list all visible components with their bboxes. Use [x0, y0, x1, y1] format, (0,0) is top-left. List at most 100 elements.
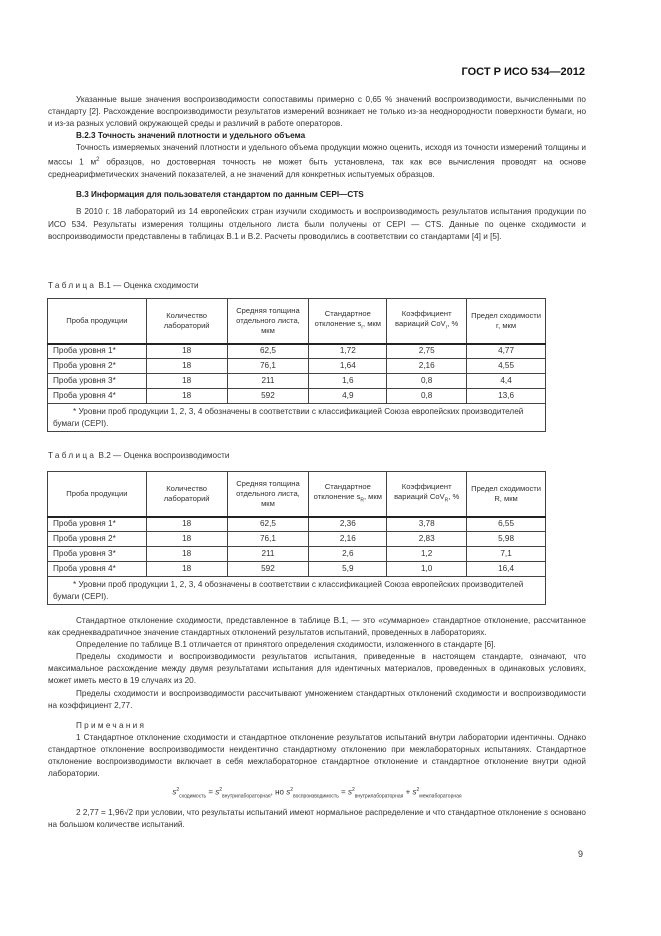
table-row: Проба уровня 2* 18 76,1 1,64 2,16 4,55 — [47, 358, 546, 374]
header-text: Стандартное отклонение s — [314, 308, 371, 328]
footnote-row: * Уровни проб продукции 1, 2, 3, 4 обозн… — [47, 403, 546, 432]
paragraph: Пределы сходимости и воспроизводимости р… — [48, 652, 586, 686]
table-footnote: * Уровни проб продукции 1, 2, 3, 4 обозн… — [47, 403, 546, 432]
f-sub: внутрилабораторная — [222, 793, 271, 800]
table-cell: 1,72 — [308, 343, 388, 359]
header-text: Коэффициент вариаций CoV — [394, 481, 452, 501]
header-row: Проба продукции Количество лабораторий Сре… — [47, 471, 546, 517]
paragraph: Пределы сходимости и воспроизводимости р… — [48, 688, 586, 710]
table-cell: 1,64 — [308, 358, 388, 374]
header-text: Предел сходимости R, мкм — [471, 483, 541, 503]
column-header: Количество лабораторий — [145, 298, 228, 344]
table-cell: 4,4 — [466, 373, 546, 389]
table-row: Проба уровня 3* 18 211 2,6 1,2 7,1 — [47, 546, 546, 562]
table1-caption: Таблица В.1 — Оценка сходимости — [48, 280, 199, 292]
f-sub: сходимость — [179, 793, 207, 800]
paragraph: Точность измеряемых значений плотности и… — [48, 142, 586, 181]
header-tail: , мкм — [363, 491, 382, 501]
column-header: Стандартное отклонение sr, мкм — [308, 298, 388, 344]
table-cell: 13,6 — [466, 388, 546, 404]
table-cell: 4,55 — [466, 358, 546, 374]
caption-word: Таблица — [48, 281, 97, 290]
table-cell: 592 — [226, 388, 310, 404]
section-heading-b3: В.3 Информация для пользователя стандарт… — [76, 190, 364, 200]
f-sub: воспроизводимость — [292, 793, 339, 800]
column-header: Предел сходимости r, мкм — [466, 298, 546, 344]
table-cell: 2,83 — [386, 531, 468, 547]
table-row: Проба уровня 2* 18 76,1 2,16 2,83 5,98 — [47, 531, 546, 547]
header-text: Предел сходимости r, мкм — [471, 310, 541, 330]
notes-title: Примечания — [76, 720, 147, 730]
section-heading-b23: В.2.3 Точность значений плотности и удел… — [76, 131, 306, 141]
table-cell: 4,9 — [308, 388, 388, 404]
table-cell: 211 — [226, 546, 310, 562]
table2-caption: Таблица В.2 — Оценка воспроизводимости — [48, 450, 230, 462]
column-header: Коэффициент вариаций CoVr, % — [386, 298, 468, 344]
table-cell: Проба уровня 4* — [47, 388, 147, 404]
column-header: Проба продукции — [47, 298, 147, 344]
table-cell: 18 — [145, 531, 228, 547]
table-cell: 2,16 — [308, 531, 388, 547]
table-cell: 18 — [145, 373, 228, 389]
header-text: Стандартное отклонение s — [313, 481, 371, 501]
text: s — [544, 807, 549, 817]
table-cell: Проба уровня 1* — [47, 516, 147, 532]
f-sq: 2 — [176, 787, 180, 794]
table-cell: Проба уровня 4* — [47, 561, 147, 577]
table-cell: 592 — [226, 561, 310, 577]
text: образцов, но достоверная точность не мож… — [48, 158, 586, 180]
table-cell: Проба уровня 2* — [47, 358, 147, 374]
column-header: Средняя толщина отдельного листа, мкм — [226, 471, 310, 517]
table-cell: 4,77 — [466, 343, 546, 359]
header-text: Коэффициент вариаций CoV — [395, 308, 452, 328]
table-cell: 62,5 — [226, 516, 310, 532]
table-row: Проба уровня 1* 18 62,5 2,36 3,78 6,55 — [47, 516, 546, 532]
header-text: Количество лабораторий — [163, 310, 210, 330]
f-sub: внутрилабораторная — [354, 793, 404, 800]
column-header: Проба продукции — [47, 471, 147, 517]
f-sq: 2 — [219, 787, 223, 794]
header-sub: R — [360, 497, 364, 504]
header-sub: r — [445, 324, 448, 331]
document-header: ГОСТ Р ИСО 534—2012 — [461, 66, 586, 78]
paragraph: Определение по таблице В.1 отличается от… — [76, 640, 496, 650]
table-cell: 2,6 — [308, 546, 388, 562]
section-text-top: Указанные выше значения воспроизводимост… — [48, 94, 586, 243]
table-cell: 5,9 — [308, 561, 388, 577]
table-cell: Проба уровня 3* — [47, 373, 147, 389]
table-cell: 0,8 — [386, 373, 468, 389]
header-sub: r — [361, 324, 363, 331]
formula: s2сходимость = s2внутрилабораторная, но … — [172, 787, 462, 800]
caption-word: Таблица — [48, 451, 97, 460]
table-cell: 16,4 — [466, 561, 546, 577]
f-sq: 2 — [351, 787, 355, 794]
header-text: Проба продукции — [66, 315, 128, 325]
table-cell: 0,8 — [386, 388, 468, 404]
header-tail: , % — [448, 491, 460, 501]
header-text: Средняя толщина отдельного листа, мкм — [236, 478, 300, 508]
table-cell: 1,2 — [386, 546, 468, 562]
note-2: 2 2,77 = 1,96√2 при условии, что результ… — [48, 807, 586, 831]
table-cell: 5,98 — [466, 531, 546, 547]
table-cell: 1,0 — [386, 561, 468, 577]
f-sq: 2 — [416, 787, 420, 794]
f-s: s — [215, 787, 220, 797]
f-s: s — [172, 787, 177, 797]
table-cell: 1,6 — [308, 373, 388, 389]
column-header: Предел сходимости R, мкм — [466, 471, 546, 517]
paragraph: Стандартное отклонение сходимости, предс… — [48, 616, 586, 638]
footnote-row: * Уровни проб продукции 1, 2, 3, 4 обозн… — [47, 576, 546, 605]
table-cell: 76,1 — [226, 531, 310, 547]
superscript: 2 — [96, 157, 100, 164]
table-cell: 3,78 — [386, 516, 468, 532]
table-cell: 76,1 — [226, 358, 310, 374]
table-row: Проба уровня 4* 18 592 4,9 0,8 13,6 — [47, 388, 546, 404]
text: Точность измеряемых значений плотности и… — [48, 143, 586, 168]
table-b1: Проба продукции Количество лабораторий Сре… — [47, 298, 546, 432]
f-s: s — [286, 787, 291, 797]
table-cell: 2,75 — [386, 343, 468, 359]
table-cell: Проба уровня 2* — [47, 531, 147, 547]
table-cell: 7,1 — [466, 546, 546, 562]
column-header: Коэффициент вариаций CoVR, % — [386, 471, 468, 517]
f-mid: , но — [270, 787, 287, 797]
